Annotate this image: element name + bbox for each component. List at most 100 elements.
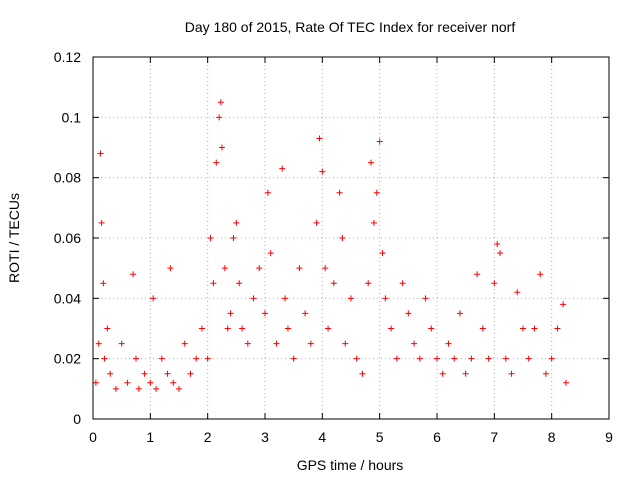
data-point [244,340,251,347]
data-point [284,325,291,332]
data-point [322,265,329,272]
data-point [221,265,228,272]
data-point [411,340,418,347]
data-point [353,355,360,362]
data-point [313,219,320,226]
data-point [141,370,148,377]
data-point [491,280,498,287]
x-tick-label: 1 [146,429,154,445]
data-point [273,340,280,347]
data-point [198,325,205,332]
data-point [104,325,111,332]
data-point [239,325,246,332]
data-point [101,355,108,362]
y-tick-labels: 0 0.02 0.04 0.06 0.08 0.1 0.12 [54,49,81,427]
data-point [439,370,446,377]
data-point [365,280,372,287]
data-point [416,355,423,362]
data-point [133,355,139,362]
x-tick-label: 0 [89,429,97,445]
data-point [167,265,174,272]
data-point [468,355,475,362]
x-tick-label: 4 [318,429,326,445]
data-point [256,265,263,272]
data-point [485,355,492,362]
data-point [153,385,160,392]
data-point [307,340,314,347]
data-point [494,241,501,248]
x-axis-label: GPS time / hours [297,457,404,473]
data-point [92,379,99,386]
data-point [213,159,220,166]
data-point [217,99,224,106]
data-point [107,370,114,377]
x-tick-label: 9 [605,429,613,445]
data-point [135,385,142,392]
data-point [224,325,231,332]
data-point [95,340,102,347]
data-point [399,280,406,287]
x-tick-label: 8 [548,429,556,445]
data-point [204,355,211,362]
data-point [230,235,237,241]
data-point [210,280,217,287]
data-point [382,295,389,302]
data-point [250,295,257,302]
y-tick-label: 0.04 [54,290,81,306]
data-point [319,168,326,175]
data-point [422,295,429,302]
data-point [187,370,194,377]
data-point [388,325,395,332]
data-point [359,370,366,377]
data-point [393,355,400,362]
data-point [164,370,171,377]
data-point [451,355,458,362]
data-point [339,235,346,241]
data-point [368,159,375,166]
data-point [474,271,481,278]
data-point [373,189,380,196]
data-point [520,325,526,332]
data-point [124,379,131,386]
x-tick-label: 6 [433,429,441,445]
data-point [267,250,274,257]
data-point [130,271,137,278]
data-point [236,280,243,287]
y-tick-label: 0 [73,411,81,427]
data-point [176,385,182,392]
data-point [531,325,538,332]
y-tick-label: 0.08 [54,170,81,186]
data-points [92,99,569,392]
chart-title: Day 180 of 2015, Rate Of TEC Index for r… [185,19,516,35]
data-point [330,280,337,287]
y-axis-label: ROTI / TECUs [6,193,22,283]
data-point [219,144,225,151]
data-point [279,165,286,172]
data-point [462,370,469,377]
data-point [376,138,383,145]
data-point [112,385,119,392]
x-tick-label: 2 [204,429,212,445]
data-point [502,355,509,362]
data-point [118,340,125,347]
data-point [445,340,452,347]
data-point [325,325,332,332]
data-point [227,310,234,317]
data-point [525,355,532,362]
data-point [150,295,157,302]
data-point [537,271,544,278]
data-point [262,310,268,317]
data-point [370,219,377,226]
data-point [282,295,289,302]
data-point [428,325,435,332]
y-tick-label: 0.02 [54,351,81,367]
data-point [563,379,569,386]
data-point [158,355,165,362]
data-point [264,189,271,196]
y-tick-label: 0.12 [54,49,81,65]
data-point [336,189,343,196]
data-point [405,310,412,317]
